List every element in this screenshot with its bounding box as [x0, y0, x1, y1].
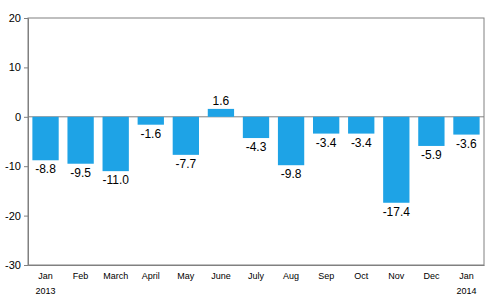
x-tick-label: Jan: [38, 271, 53, 281]
x-tick: Jan: [459, 265, 474, 281]
y-tick-mark: [24, 117, 28, 118]
x-tick-label: Nov: [388, 271, 405, 281]
x-tick-label: Jan: [459, 271, 474, 281]
x-tick: July: [248, 265, 265, 281]
y-tick: -20: [5, 210, 28, 222]
chart: -30 -20 -10 0 10 20 Jan Feb March April May June Jul…: [0, 0, 485, 300]
x-tick-label: April: [142, 271, 160, 281]
x-tick: Feb: [73, 265, 89, 281]
y-tick: 0: [15, 111, 28, 123]
plot: -30 -20 -10 0 10 20 Jan Feb March April May June Jul…: [5, 12, 484, 296]
x-tick-label: Dec: [423, 271, 440, 281]
x-tick-label: Sep: [318, 271, 334, 281]
data-label: -8.8: [35, 162, 56, 176]
bar: [138, 117, 164, 125]
data-label: -9.5: [70, 166, 91, 180]
x-tick-label: May: [177, 271, 195, 281]
y-tick-label: -20: [5, 210, 21, 222]
x-tick-label: Aug: [283, 271, 299, 281]
y-tick-label: -10: [5, 160, 21, 172]
y-axis-line: [24, 19, 29, 266]
year-labels: 2013 2014: [36, 286, 477, 296]
y-tick: -30: [5, 259, 28, 271]
y-axis: -30 -20 -10 0 10 20: [5, 12, 28, 271]
plot-frame: [28, 18, 484, 265]
y-tick: 10: [9, 61, 28, 73]
data-label: -17.4: [383, 205, 411, 219]
x-axis-line: [29, 265, 485, 266]
bar: [243, 117, 269, 138]
y-tick-mark: [24, 67, 28, 68]
year-label: 2013: [36, 286, 56, 296]
x-tick: Oct: [354, 265, 369, 281]
x-tick: March: [103, 265, 128, 281]
x-tick-label: Feb: [73, 271, 89, 281]
bar: [208, 109, 234, 117]
bar: [278, 117, 304, 165]
data-label: -5.9: [421, 148, 442, 162]
bar: [453, 117, 479, 135]
x-tick-label: July: [248, 271, 265, 281]
y-tick-label: 0: [15, 111, 21, 123]
y-tick-mark: [24, 18, 28, 19]
x-tick-label: June: [211, 271, 231, 281]
y-tick-mark: [24, 265, 28, 266]
y-tick-mark: [24, 166, 28, 167]
data-label: -3.4: [351, 136, 372, 150]
bars: [32, 109, 479, 203]
y-tick-label: 20: [9, 12, 21, 24]
data-label: -7.7: [176, 157, 197, 171]
bar: [32, 117, 58, 160]
data-label: -4.3: [246, 140, 267, 154]
bar: [348, 117, 374, 134]
data-label: 1.6: [213, 94, 230, 108]
data-label: -3.4: [316, 136, 337, 150]
x-tick: Aug: [283, 265, 299, 281]
bar: [383, 117, 409, 203]
x-tick-label: Oct: [354, 271, 369, 281]
x-tick-label: March: [103, 271, 128, 281]
bar: [313, 117, 339, 134]
bar: [418, 117, 444, 146]
x-tick: Dec: [423, 265, 440, 281]
data-label: -9.8: [281, 167, 302, 181]
data-labels: -8.8 -9.5 -11.0 -1.6 -7.7 1.6 -4.3 -9.8 -3.4 -3.4…: [35, 94, 477, 219]
x-tick: June: [211, 265, 231, 281]
data-label: -3.6: [456, 137, 477, 151]
bar: [103, 117, 129, 171]
x-tick: April: [142, 265, 160, 281]
data-label: -11.0: [102, 173, 129, 187]
x-tick: Jan: [38, 265, 53, 281]
x-tick: Sep: [318, 265, 334, 281]
bar: [67, 117, 93, 164]
x-tick: Nov: [388, 265, 405, 281]
y-tick: 20: [9, 12, 28, 24]
y-tick-label: -30: [5, 259, 21, 271]
x-tick: May: [177, 265, 195, 281]
y-tick-label: 10: [9, 61, 21, 73]
data-label: -1.6: [140, 127, 161, 141]
year-label: 2014: [456, 286, 476, 296]
y-tick-mark: [24, 216, 28, 217]
y-tick: -10: [5, 160, 28, 172]
x-axis: Jan Feb March April May June July Aug Sep Oct Nov D…: [29, 265, 485, 281]
bar: [173, 117, 199, 155]
